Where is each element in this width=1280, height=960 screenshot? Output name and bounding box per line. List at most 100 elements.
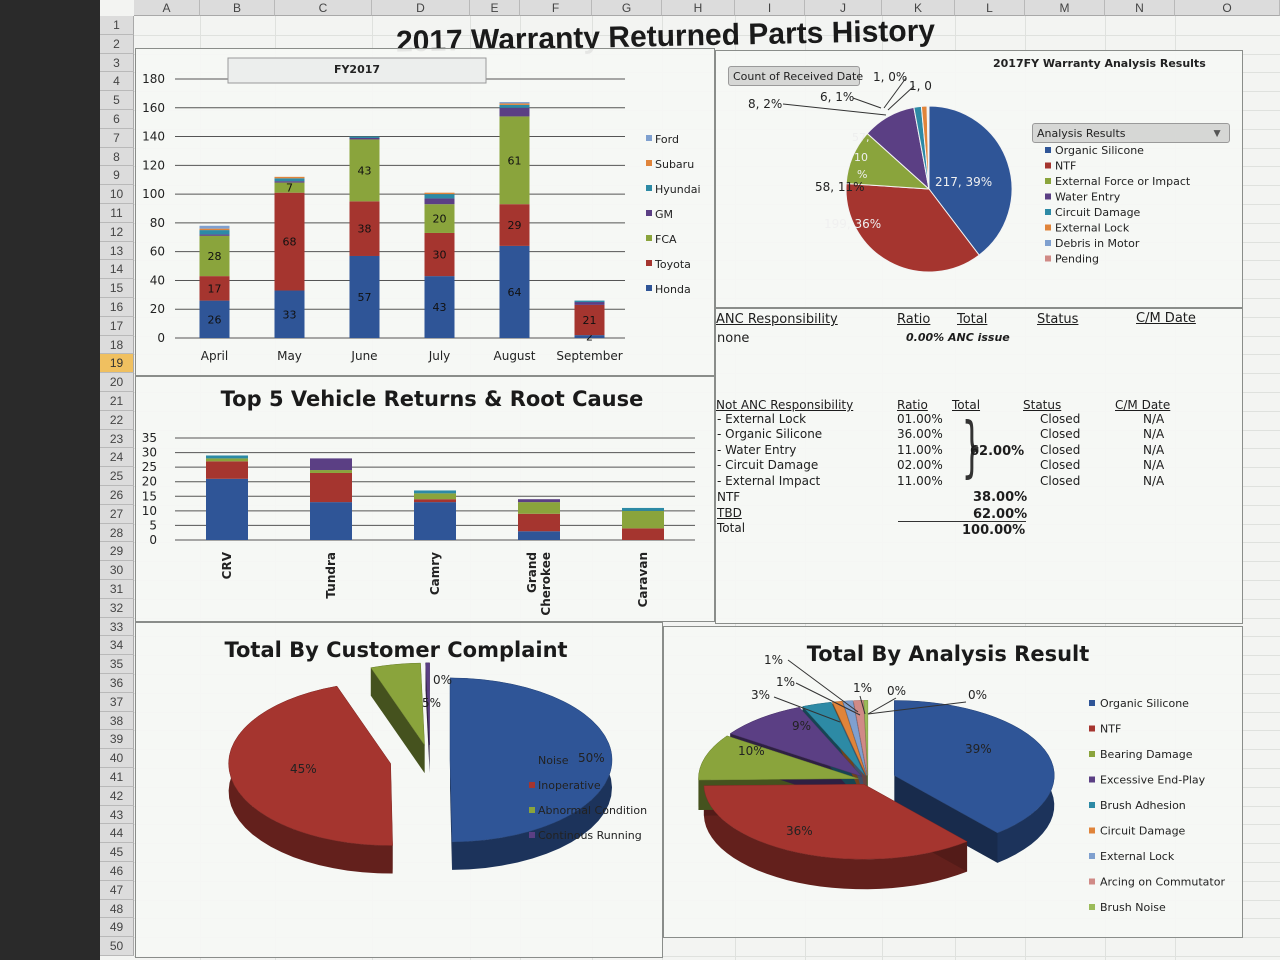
legend-label: Continous Running [538,829,642,842]
row-header[interactable]: 13 [100,241,134,261]
column-header[interactable]: B [200,0,275,16]
row-header[interactable]: 19 [100,354,134,374]
row-header[interactable]: 1 [100,16,134,35]
bar-honda [574,335,605,338]
row-header[interactable]: 15 [100,279,134,298]
legend-swatch [646,235,652,241]
row-header[interactable]: 42 [100,786,134,806]
bar-fca [349,139,380,202]
row-header[interactable]: 17 [100,316,134,336]
row-header[interactable]: 8 [100,147,134,167]
count-received-date-button[interactable]: Count of Received Date [728,66,863,86]
row-header[interactable]: 45 [100,843,134,862]
row-header[interactable]: 48 [100,899,134,919]
bar-hyundai [274,178,305,182]
row-header[interactable]: 33 [100,617,134,637]
row-header[interactable]: 29 [100,542,134,562]
legend-swatch [1089,776,1095,783]
legend-swatch [1045,178,1051,184]
row-header[interactable]: 27 [100,504,134,524]
row-header[interactable]: 25 [100,467,134,486]
legend-swatch [529,807,535,813]
row-header[interactable]: 38 [100,711,134,731]
row-header[interactable]: 39 [100,730,134,750]
row-header[interactable]: 40 [100,749,134,768]
row-header[interactable]: 37 [100,692,134,712]
column-header[interactable]: M [1025,0,1105,16]
row-header[interactable]: 30 [100,561,134,580]
not-anc-header: Not ANC Responsibility [716,398,854,412]
chart-title: Total By Analysis Result [807,642,1090,666]
row-header[interactable]: 16 [100,298,134,317]
row-header[interactable]: 43 [100,805,134,825]
row-header[interactable]: 21 [100,392,134,411]
pie-label: 0% [968,688,987,702]
column-header[interactable]: E [470,0,520,16]
column-header[interactable]: D [372,0,470,16]
row-header[interactable]: 41 [100,768,134,787]
analysis-results-filter[interactable]: Analysis Results ▼ [1032,123,1230,143]
not-anc-ratio: 01.00% [897,412,943,426]
row-header[interactable]: 26 [100,486,134,505]
column-header[interactable]: I [735,0,805,16]
column-header[interactable]: K [882,0,955,16]
row-header[interactable]: 50 [100,937,134,956]
result-pie-slice-top [703,784,968,860]
row-header[interactable]: 7 [100,128,134,148]
row-header[interactable]: 6 [100,110,134,129]
column-header[interactable]: A [134,0,200,16]
bar-honda [424,276,455,338]
leader-line [887,85,915,111]
column-header[interactable]: F [520,0,592,16]
column-header[interactable]: G [592,0,662,16]
row-header[interactable]: 4 [100,72,134,92]
row-header[interactable]: 9 [100,166,134,186]
column-header[interactable]: C [275,0,372,16]
row-header[interactable]: 47 [100,880,134,900]
row-header[interactable]: 2 [100,34,134,54]
column-header[interactable]: H [662,0,735,16]
row-header[interactable]: 18 [100,335,134,355]
row-header[interactable]: 35 [100,655,134,674]
bar-gm [274,181,305,183]
legend-swatch [1045,209,1051,215]
row-header[interactable]: 36 [100,674,134,693]
row-header[interactable]: 14 [100,260,134,280]
data-label: 64 [508,286,522,299]
row-header[interactable]: 49 [100,918,134,938]
data-label: 29 [508,219,522,232]
column-header[interactable]: J [805,0,882,16]
not-anc-status: Closed [1040,458,1081,473]
pie-label: 9% [792,719,811,733]
ntf-value: 38.00% [973,490,1028,505]
result-pie-slice-top [729,707,863,777]
row-header[interactable]: 34 [100,636,134,656]
legend-swatch [1089,802,1095,808]
row-header[interactable]: 28 [100,523,134,543]
row-header[interactable]: 10 [100,185,134,204]
column-header[interactable]: L [955,0,1025,16]
y-tick-label: 180 [142,72,165,86]
row-header[interactable]: 3 [100,53,134,73]
bar-organic-silicone [206,478,248,540]
row-header[interactable]: 23 [100,429,134,449]
row-header[interactable]: 24 [100,448,134,468]
not-anc-status: Closed [1040,427,1081,442]
legend-label: Brush Adhesion [1100,799,1186,812]
row-header[interactable]: 12 [100,222,134,242]
column-header[interactable]: N [1105,0,1175,16]
row-header[interactable]: 46 [100,862,134,881]
bar-ntf [518,513,560,532]
row-header[interactable]: 20 [100,373,134,392]
legend-swatch [1089,853,1095,859]
row-header[interactable]: 5 [100,91,134,110]
row-header[interactable]: 31 [100,580,134,599]
not-anc-cm: N/A [1143,412,1165,426]
pie-slice [928,105,1013,256]
row-header[interactable]: 22 [100,410,134,430]
row-header[interactable]: 11 [100,204,134,223]
row-header[interactable]: 32 [100,598,134,618]
analysis-title: 2017FY Warranty Analysis Results [993,57,1206,70]
row-header[interactable]: 44 [100,824,134,844]
leader-line [852,97,882,109]
